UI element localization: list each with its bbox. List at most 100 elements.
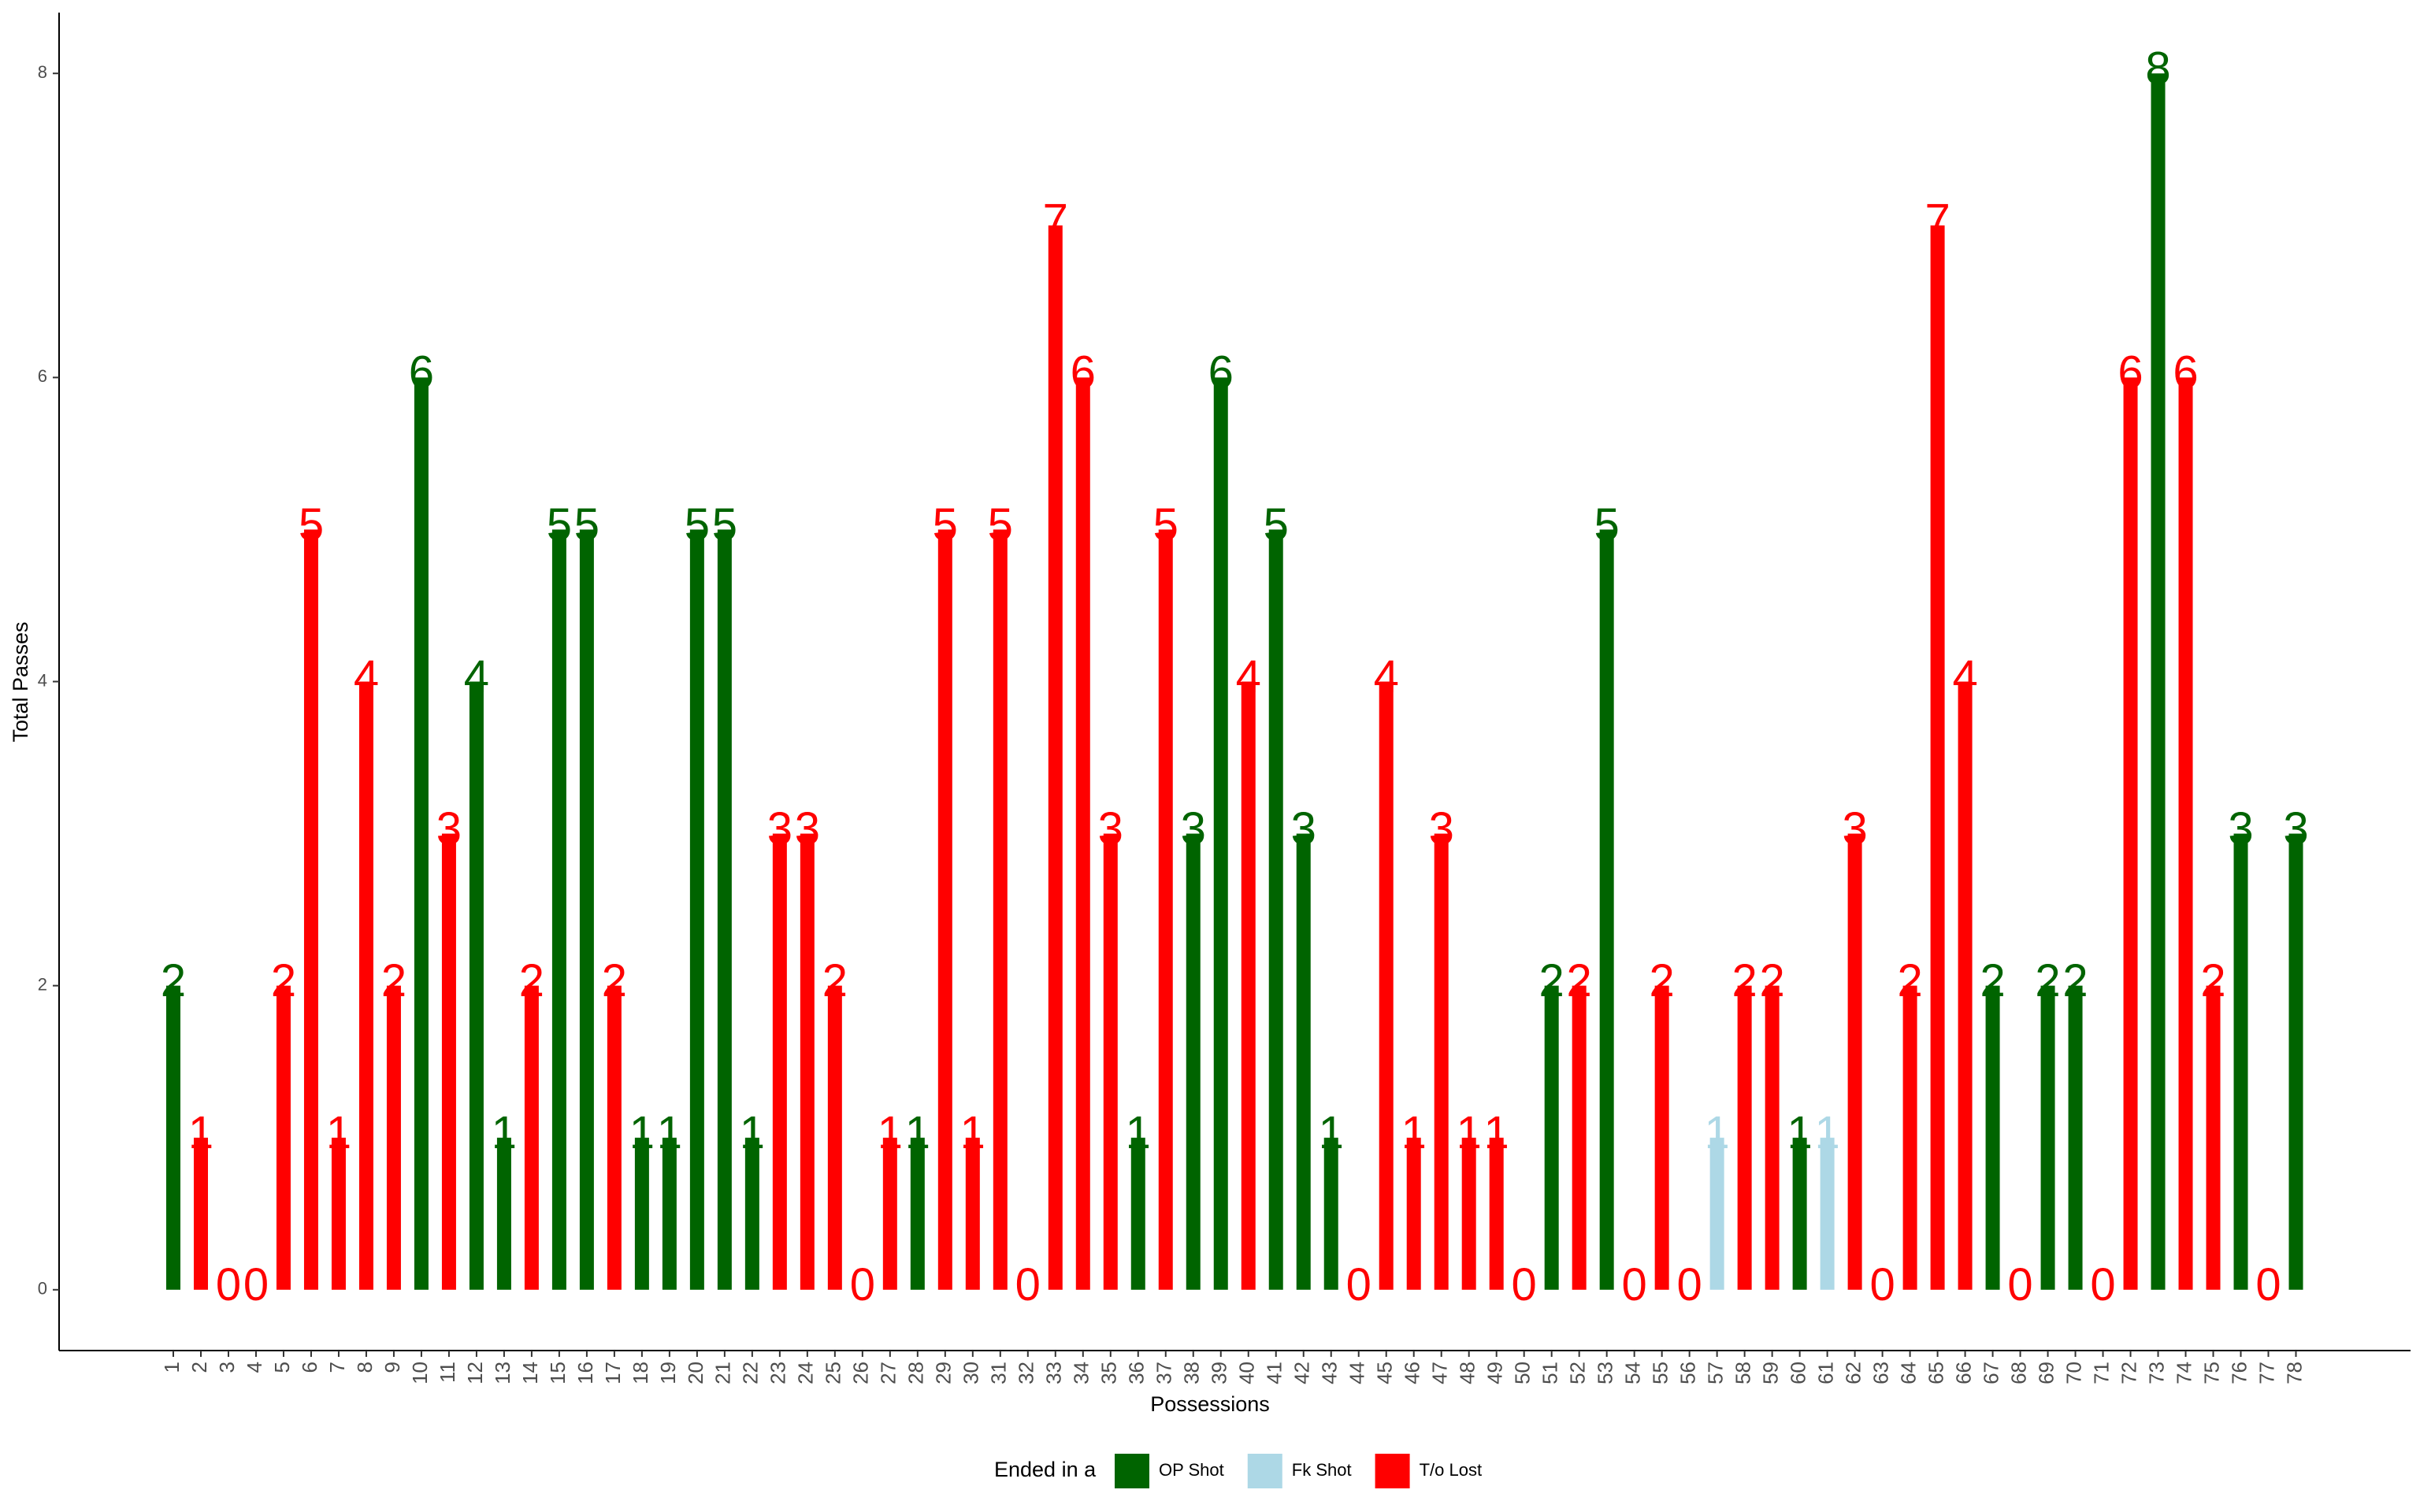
bar (2288, 833, 2303, 1290)
bar (1241, 681, 1256, 1290)
x-tick-label: 25 (822, 1362, 845, 1384)
data-label: 8 (2145, 43, 2170, 94)
bar (1323, 1137, 1338, 1290)
x-tick-label: 8 (353, 1362, 377, 1373)
x-tick-label: 47 (1428, 1362, 1452, 1384)
bar (1379, 681, 1394, 1290)
bar (441, 833, 456, 1290)
y-tick-label: 2 (38, 974, 47, 994)
data-label: 2 (1731, 955, 1757, 1006)
x-tick-label: 34 (1070, 1362, 1093, 1384)
bar (827, 985, 842, 1290)
bar (358, 681, 373, 1290)
data-label: 0 (1015, 1259, 1041, 1310)
bar (993, 529, 1008, 1290)
data-label: 2 (1980, 955, 2005, 1006)
bar (910, 1137, 925, 1290)
x-tick-label: 37 (1152, 1362, 1176, 1384)
data-label: 3 (436, 803, 462, 854)
x-tick-label: 6 (298, 1362, 321, 1373)
x-tick-label: 58 (1731, 1362, 1755, 1384)
x-tick-label: 32 (1015, 1362, 1038, 1384)
x-tick-label: 59 (1759, 1362, 1783, 1384)
x-tick-label: 15 (546, 1362, 570, 1384)
x-tick-label: 18 (629, 1362, 652, 1384)
data-label: 5 (988, 499, 1013, 550)
x-tick-label: 1 (160, 1362, 184, 1373)
legend-label: OP Shot (1159, 1460, 1224, 1480)
x-tick-label: 42 (1290, 1362, 1314, 1384)
x-tick-label: 57 (1704, 1362, 1728, 1384)
bar (303, 529, 318, 1290)
data-label: 0 (2255, 1259, 2281, 1310)
bar (937, 529, 952, 1290)
data-label: 2 (1759, 955, 1784, 1006)
data-label: 1 (1705, 1107, 1730, 1158)
bar (165, 985, 180, 1290)
legend-title: Ended in a (994, 1458, 1097, 1481)
x-tick-label: 64 (1896, 1362, 1920, 1384)
x-tick-label: 16 (573, 1362, 597, 1384)
bar (800, 833, 815, 1290)
x-tick-label: 24 (794, 1362, 818, 1384)
data-label: 6 (1208, 347, 1234, 398)
data-label: 2 (1650, 955, 1675, 1006)
bar (1958, 681, 1973, 1290)
x-tick-label: 29 (932, 1362, 956, 1384)
data-label: 5 (574, 499, 599, 550)
x-tick-label: 28 (904, 1362, 928, 1384)
data-label: 5 (299, 499, 324, 550)
bar (744, 1137, 759, 1290)
data-label: 0 (1512, 1259, 1537, 1310)
data-label: 2 (822, 955, 848, 1006)
data-label: 1 (960, 1107, 985, 1158)
bar (1709, 1137, 1724, 1290)
x-tick-label: 63 (1869, 1362, 1892, 1384)
data-label: 3 (2283, 803, 2308, 854)
data-label: 1 (492, 1107, 517, 1158)
data-label: 5 (1153, 499, 1178, 550)
bar (386, 985, 401, 1290)
data-label: 2 (161, 955, 186, 1006)
bar (2123, 377, 2138, 1290)
x-tick-label: 66 (1951, 1362, 1975, 1384)
data-label: 3 (1098, 803, 1123, 854)
data-label: 1 (1457, 1107, 1482, 1158)
data-label: 2 (1567, 955, 1592, 1006)
data-label: 7 (1043, 195, 1068, 246)
bar (717, 529, 732, 1290)
data-label: 4 (1236, 651, 1261, 702)
data-label: 6 (2118, 347, 2143, 398)
data-label: 4 (1952, 651, 1977, 702)
data-label: 5 (685, 499, 710, 550)
x-tick-label: 19 (656, 1362, 680, 1384)
x-tick-label: 77 (2255, 1362, 2278, 1384)
x-tick-label: 3 (215, 1362, 239, 1373)
x-tick-label: 45 (1373, 1362, 1397, 1384)
x-tick-label: 78 (2282, 1362, 2306, 1384)
data-label: 4 (1374, 651, 1399, 702)
data-label: 6 (2173, 347, 2198, 398)
x-tick-label: 14 (518, 1362, 542, 1384)
x-tick-label: 21 (711, 1362, 735, 1384)
bar (1489, 1137, 1504, 1290)
bar (1296, 833, 1311, 1290)
x-tick-label: 5 (270, 1362, 294, 1373)
data-label: 5 (712, 499, 737, 550)
data-label: 0 (1622, 1259, 1647, 1310)
x-tick-label: 12 (463, 1362, 487, 1384)
legend-swatch (1375, 1454, 1410, 1488)
data-label: 0 (1869, 1259, 1895, 1310)
x-tick-label: 2 (187, 1362, 211, 1373)
x-tick-label: 50 (1511, 1362, 1535, 1384)
x-tick-label: 10 (408, 1362, 432, 1384)
bar (662, 1137, 677, 1290)
x-tick-label: 7 (325, 1362, 349, 1373)
x-tick-label: 71 (2089, 1362, 2113, 1384)
data-label: 5 (1594, 499, 1620, 550)
bar (1434, 833, 1449, 1290)
x-tick-label: 41 (1263, 1362, 1286, 1384)
data-label: 2 (381, 955, 406, 1006)
bar (1765, 985, 1780, 1290)
